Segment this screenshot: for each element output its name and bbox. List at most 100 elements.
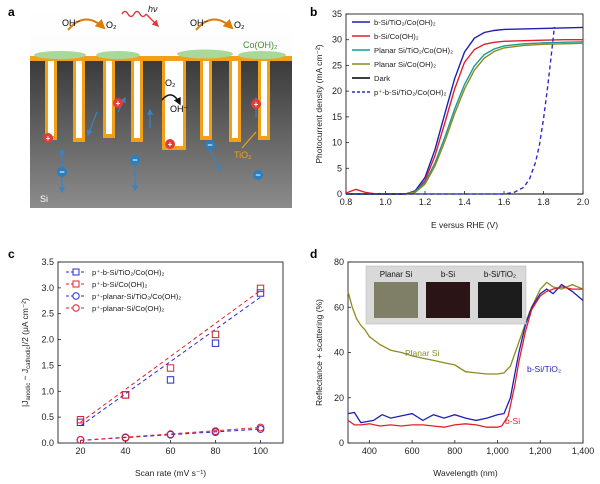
pore-1-core <box>48 60 54 136</box>
svg-text:+: + <box>168 140 173 149</box>
c-xtick-label: 40 <box>120 446 130 456</box>
panel-b-photocurrent-chart: b 0.8 1.0 1.2 1.4 1.6 1.8 2.0 0 5 10 15 20 25 30 35 E v… <box>310 5 589 230</box>
d-xtick-label: 1,000 <box>486 446 509 456</box>
pore-3-core <box>106 60 112 134</box>
oer-arrow-right <box>195 18 234 31</box>
c-point-p-b-si-co-oh-square <box>121 391 130 399</box>
electron-1 <box>57 167 67 177</box>
electron-2 <box>130 155 140 165</box>
photon-arrow <box>145 13 159 27</box>
silicon-substrate <box>30 60 292 208</box>
c-ytick-label: 1.0 <box>41 386 54 396</box>
b-ylabel: Photocurrent density (mA cm⁻²) <box>314 44 324 163</box>
b-xtick-label: 1.0 <box>379 197 392 207</box>
b-ytick-label: 15 <box>332 112 342 122</box>
c-point-p-b-si-tio-co-oh-square <box>256 289 265 297</box>
electron-3 <box>205 140 215 150</box>
b-legend-label-b-si-tio-co-oh: b-Si/TiO₂/Co(OH)₂ <box>374 18 436 27</box>
electron-path-1 <box>86 111 98 137</box>
b-legend-label-p-b-si-tio-co-oh: p⁺-b-Si/TiO₂/Co(OH)₂ <box>374 88 447 97</box>
c-point-p-b-si-co-oh-square <box>166 364 175 372</box>
c-xtick-label: 60 <box>165 446 175 456</box>
d-inset-label-b-si-tio: b-Si/TiO₂ <box>484 270 516 279</box>
c-xtick-label: 100 <box>253 446 268 456</box>
c-xtick-label: 80 <box>210 446 220 456</box>
panel-d-reflectance-chart: d 400 600 800 1,000 1,200 1,400 0 20 40 60 80 Wavel… <box>310 247 594 478</box>
hole-3 <box>165 139 175 149</box>
b-xtick-label: 2.0 <box>577 197 590 207</box>
b-ytick-label: 20 <box>332 86 342 96</box>
svg-text:−: − <box>255 170 260 180</box>
d-inset-label-planar-si: Planar Si <box>380 270 413 279</box>
d-ytick-label: 20 <box>334 393 344 403</box>
cooh-patch-2 <box>96 51 140 59</box>
carriers: + + + + − − − − <box>43 96 263 194</box>
svg-text:+: + <box>46 134 51 143</box>
panel-c-letter: c <box>8 247 15 261</box>
d-annotation-bsi-tio2: b-Si/TiO₂ <box>527 364 561 374</box>
c-fit-p-planar-si-co-oh-circle <box>80 426 261 441</box>
b-ytick-label: 0 <box>337 189 342 199</box>
oh-label-left: OH⁻ <box>62 18 81 28</box>
c-ytick-label: 0.0 <box>41 438 54 448</box>
c-point-p-planar-si-co-oh-circle <box>166 430 175 439</box>
b-xtick-label: 0.8 <box>340 197 353 207</box>
b-xlabel: E versus RHE (V) <box>431 220 498 230</box>
c-legend-label-p-planar-si-co-oh-circle: p⁺-planar-Si/Co(OH)₂ <box>92 304 164 313</box>
c-legend-marker-p-b-si-tio-co-oh-square <box>72 268 80 276</box>
c-legend-marker-p-planar-si-tio-co-oh-circle <box>72 292 80 300</box>
d-series-planar-si <box>347 281 584 375</box>
c-point-p-b-si-tio-co-oh-square <box>211 339 220 347</box>
c-ylabel: |Janodic − Jcathodic|/2 (μA cm⁻²) <box>20 298 32 407</box>
svg-text:−: − <box>59 167 64 177</box>
c-ylabel-open: |J <box>20 400 30 406</box>
c-ylabel-sub-anodic: anodic <box>26 383 32 401</box>
c-point-p-planar-si-co-oh-circle <box>76 435 85 444</box>
c-ytick-label: 2.5 <box>41 309 54 319</box>
c-plot-frame <box>57 261 284 444</box>
b-legend-label-planar-si-tio-co-oh: Planar Si/TiO₂/Co(OH)₂ <box>374 46 453 55</box>
d-series-b-si-tio <box>347 283 584 424</box>
d-xtick-label: 1,400 <box>572 446 595 456</box>
electron-4 <box>253 170 263 180</box>
c-ytick-label: 3.0 <box>41 283 54 293</box>
d-annotation-planar-si: Planar Si <box>405 348 440 358</box>
c-ylabel-sub-cathodic: cathodic <box>26 346 32 368</box>
hv-label: hν <box>148 4 158 14</box>
b-ytick-label: 25 <box>332 60 342 70</box>
c-xtick-label: 20 <box>75 446 85 456</box>
b-legend-label-planar-si-co-oh: Planar Si/Co(OH)₂ <box>374 60 436 69</box>
c-point-p-b-si-co-oh-square <box>211 330 220 339</box>
svg-text:+: + <box>116 99 121 108</box>
o2-label-left: O₂ <box>106 20 117 30</box>
oer-arrow-left <box>67 18 106 31</box>
pore-6-core <box>203 60 209 136</box>
d-inset-sample-b-si <box>426 282 470 318</box>
d-xtick-label: 400 <box>362 446 377 456</box>
c-ytick-label: 3.5 <box>41 257 54 267</box>
d-xtick-label: 1,200 <box>529 446 552 456</box>
cooh-catalyst <box>34 49 286 59</box>
c-point-p-planar-si-co-oh-circle <box>256 423 265 432</box>
c-legend-label-p-b-si-co-oh-square: p⁺-b-Si/Co(OH)₂ <box>92 280 148 289</box>
o2-label-pore: O₂ <box>165 78 176 88</box>
tio2-top-layer <box>30 56 292 61</box>
c-point-p-planar-si-co-oh-circle <box>211 427 220 436</box>
b-legend-label-b-si-co-oh: b-Si/Co(OH)₂ <box>374 32 419 41</box>
pore-7-core <box>232 60 238 138</box>
c-ylabel-mid: − J <box>20 369 30 383</box>
d-series-b-si <box>347 286 583 428</box>
hole-2 <box>43 133 53 143</box>
d-ytick-label: 40 <box>334 348 344 358</box>
b-ytick-label: 30 <box>332 35 342 45</box>
cooh-patch-1 <box>34 51 86 59</box>
d-xtick-label: 800 <box>447 446 462 456</box>
panel-d-letter: d <box>310 247 317 261</box>
c-fit-p-b-si-tio-co-oh-square <box>80 296 261 427</box>
c-ytick-label: 2.0 <box>41 335 54 345</box>
c-legend-marker-p-b-si-co-oh-square <box>72 280 80 288</box>
b-ytick-label: 5 <box>337 163 342 173</box>
c-ytick-label: 1.5 <box>41 360 54 370</box>
c-ytick-label: 0.5 <box>41 412 54 422</box>
